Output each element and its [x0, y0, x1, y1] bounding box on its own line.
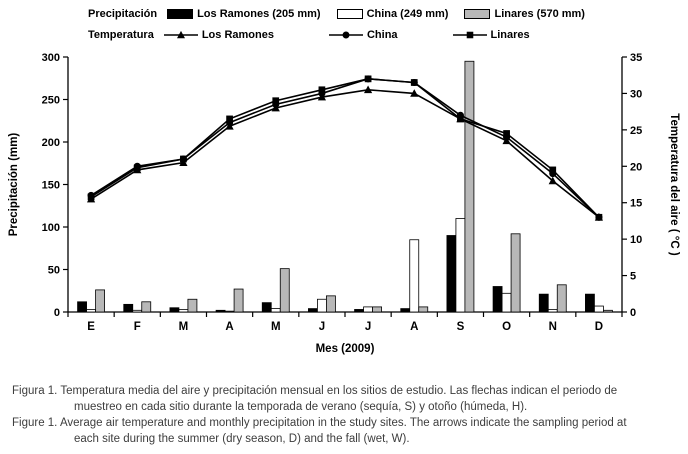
- chart-legend: Precipitación Los Ramones (205 mm) China…: [88, 4, 648, 45]
- svg-text:300: 300: [42, 52, 60, 64]
- svg-text:M: M: [179, 321, 189, 333]
- bar-series-1: [86, 218, 604, 313]
- svg-text:J: J: [365, 321, 371, 333]
- svg-text:S: S: [457, 321, 465, 333]
- bar-series-0: [77, 235, 595, 313]
- svg-text:M: M: [271, 321, 281, 333]
- svg-text:E: E: [87, 321, 95, 333]
- axes: 0 50 100 150 200 250 300 0 5 10 15 20 25 30 35 E F M A M J J A…: [8, 52, 680, 355]
- chart-area: 0 50 100 150 200 250 300 0 5 10 15 20 25 30 35 E F M A M J J A…: [0, 42, 688, 382]
- svg-text:A: A: [410, 321, 418, 333]
- precipitation-temperature-chart: 0 50 100 150 200 250 300 0 5 10 15 20 25 30 35 E F M A M J J A…: [8, 52, 680, 355]
- legend-item-losramones-temp: Los Ramones: [163, 29, 274, 41]
- losramones-bar-swatch: [167, 9, 194, 19]
- svg-text:5: 5: [630, 271, 636, 283]
- losramones-line-marker-icon: [163, 30, 198, 40]
- china-line-marker-icon: [328, 30, 363, 40]
- caption-es-line2: muestreo en cada sitio durante la tempor…: [74, 401, 528, 413]
- caption-es-line1: Figura 1. Temperatura media del aire y p…: [12, 385, 618, 397]
- linares-bar-swatch: [464, 9, 491, 19]
- caption-en-line1: Figure 1. Average air temperature and mo…: [12, 417, 627, 429]
- svg-text:10: 10: [630, 234, 642, 246]
- svg-text:25: 25: [630, 125, 642, 137]
- caption-en-line2: each site during the summer (dry season,…: [74, 433, 410, 445]
- svg-text:30: 30: [630, 88, 642, 100]
- linares-line-marker-icon: [452, 30, 487, 40]
- legend-label: China: [366, 29, 398, 41]
- svg-text:50: 50: [48, 265, 60, 277]
- legend-item-losramones-precip: Los Ramones (205 mm): [167, 8, 321, 20]
- legend-label: Los Ramones: [201, 29, 274, 41]
- legend-label: Linares: [490, 29, 530, 41]
- legend-label: Linares (570 mm): [494, 8, 585, 20]
- x-axis-title: Mes (2009): [316, 343, 375, 355]
- svg-text:150: 150: [42, 180, 60, 192]
- legend-item-linares-precip: Linares (570 mm): [464, 8, 585, 20]
- legend-label: Los Ramones (205 mm): [197, 8, 321, 20]
- svg-text:J: J: [319, 321, 325, 333]
- svg-text:20: 20: [630, 161, 642, 173]
- svg-text:200: 200: [42, 137, 60, 149]
- bar-series-2: [95, 60, 613, 313]
- right-axis-title: Temperatura del aire ( °C ): [668, 113, 680, 256]
- line-series-0: [86, 85, 604, 221]
- svg-text:D: D: [595, 321, 603, 333]
- svg-text:O: O: [502, 321, 511, 333]
- svg-text:0: 0: [54, 307, 60, 319]
- legend-label: China (249 mm): [366, 8, 449, 20]
- svg-text:A: A: [225, 321, 233, 333]
- legend-temp-title: Temperatura: [88, 29, 154, 41]
- legend-line-glyph: [163, 30, 198, 39]
- legend-item-china-precip: China (249 mm): [336, 8, 449, 20]
- svg-text:N: N: [549, 321, 557, 333]
- legend-line-glyph: [452, 31, 487, 39]
- legend-precipitation-row: Precipitación Los Ramones (205 mm) China…: [88, 4, 648, 24]
- legend-precip-title: Precipitación: [88, 8, 158, 20]
- figure-caption: Figura 1. Temperatura media del aire y p…: [12, 383, 676, 447]
- svg-text:15: 15: [630, 198, 642, 210]
- svg-text:0: 0: [630, 307, 636, 319]
- svg-text:35: 35: [630, 52, 642, 64]
- legend-temperature-row: Temperatura Los Ramones China Linares: [88, 25, 648, 45]
- line-series-2: [87, 75, 603, 221]
- svg-text:100: 100: [42, 222, 60, 234]
- legend-line-glyph: [328, 31, 363, 39]
- legend-item-linares-temp: Linares: [452, 29, 530, 41]
- svg-text:250: 250: [42, 95, 60, 107]
- svg-text:F: F: [134, 321, 141, 333]
- left-axis-title: Precipitación (mm): [8, 133, 20, 237]
- legend-item-china-temp: China: [328, 29, 398, 41]
- china-bar-swatch: [336, 9, 363, 19]
